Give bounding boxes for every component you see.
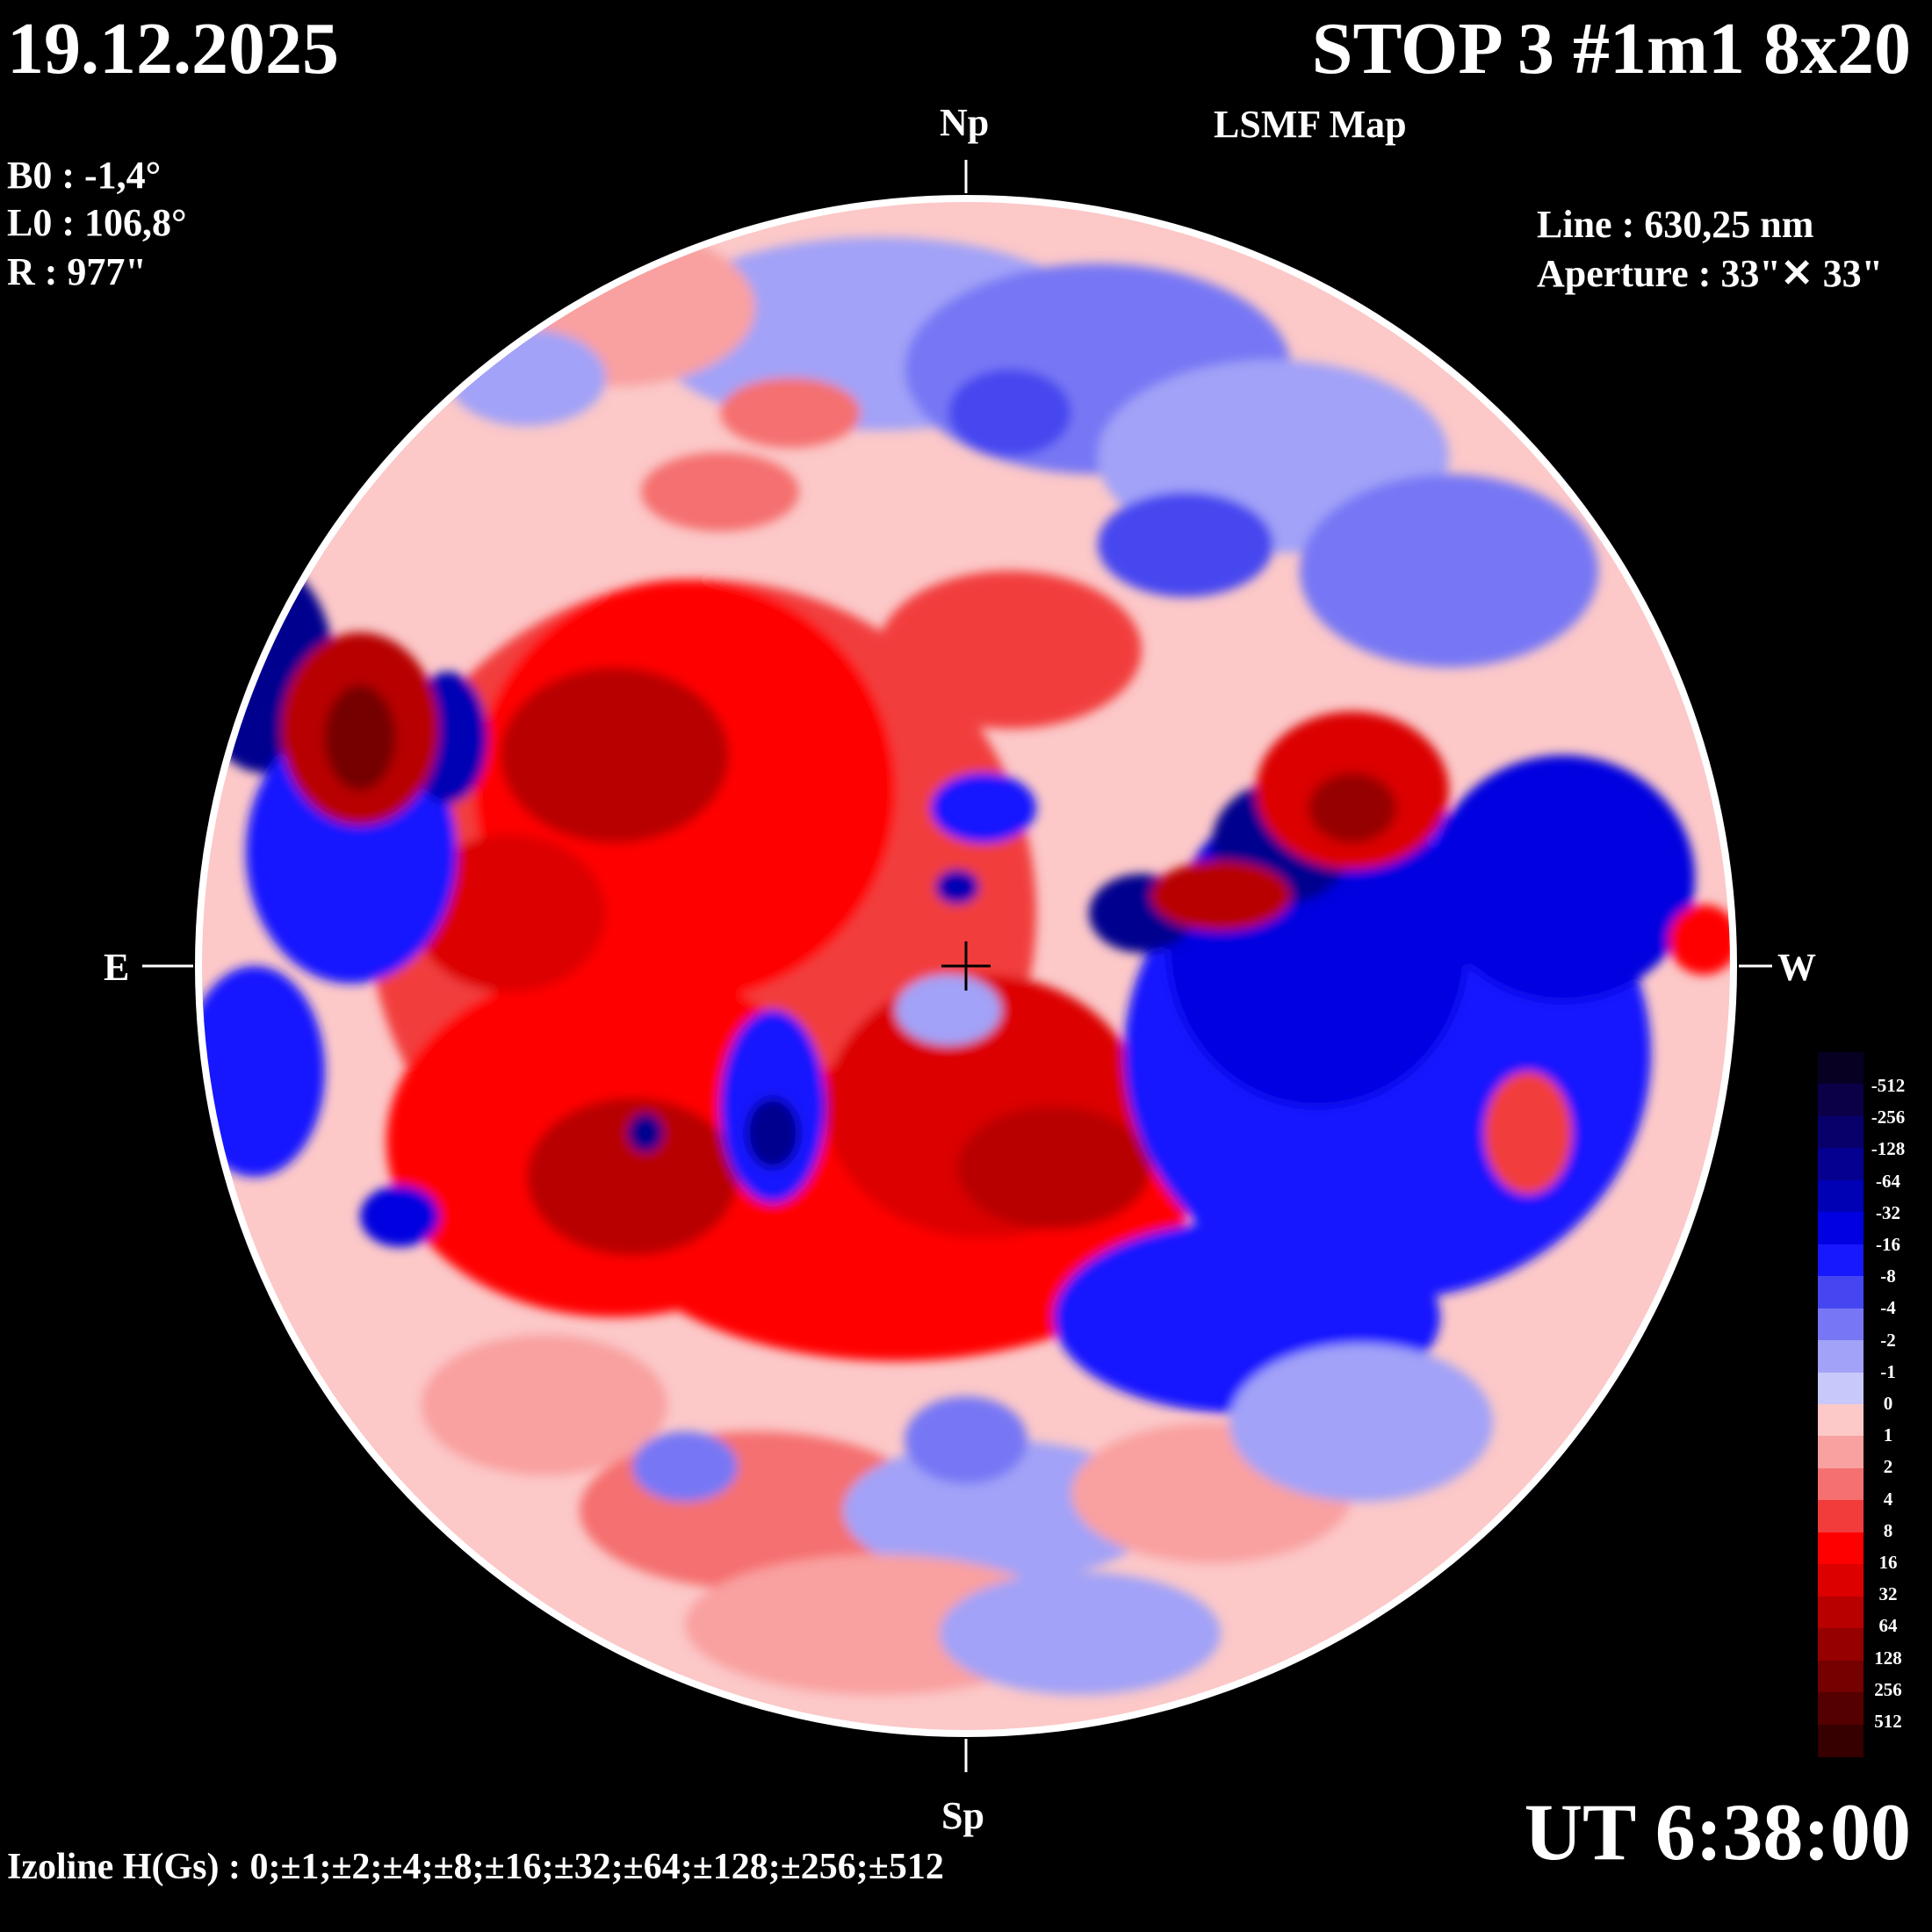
colorbar-tick-label: -8 [1880, 1265, 1896, 1287]
colorbar-swatch [1818, 1084, 1864, 1117]
axis-ticks [142, 160, 1772, 1772]
solar-disk [202, 202, 1730, 1730]
colorbar-swatch [1818, 1660, 1864, 1693]
colorbar-swatch [1818, 1564, 1864, 1597]
aperture-readout: Aperture : 33"✕ 33" [1537, 252, 1884, 295]
colorbar-swatch [1818, 1596, 1864, 1629]
colorbar-swatch [1818, 1500, 1864, 1533]
colorbar-swatch [1818, 1532, 1864, 1565]
colorbar-tick-label: -2 [1880, 1329, 1896, 1351]
east-label: E [104, 946, 130, 989]
disk-center-crosshair [941, 941, 991, 991]
colorbar-swatch [1818, 1467, 1864, 1501]
l0-readout: L0 : 106,8° [7, 201, 187, 244]
colorbar-swatch [1818, 1179, 1864, 1213]
colorbar-tick-label: 1 [1883, 1424, 1893, 1446]
west-label: W [1777, 946, 1816, 989]
colorbar-swatch [1818, 1052, 1864, 1085]
b0-readout: B0 : -1,4° [7, 154, 162, 197]
colorbar-tick-label: 2 [1883, 1456, 1893, 1478]
colorbar-swatch [1818, 1692, 1864, 1726]
colorbar-tick-label: 512 [1874, 1711, 1902, 1732]
colorbar-swatch [1818, 1404, 1864, 1438]
spectral-line-readout: Line : 630,25 nm [1537, 203, 1814, 246]
colorbar-tick-label: -32 [1876, 1201, 1900, 1223]
map-subtitle: LSMF Map [1214, 103, 1407, 146]
colorbar-tick-label: -512 [1871, 1075, 1906, 1096]
colorbar-swatch [1818, 1436, 1864, 1469]
colorbar-tick-label: 64 [1878, 1615, 1898, 1637]
colorbar-swatch [1818, 1308, 1864, 1341]
colorbar-tick-label: -1 [1880, 1360, 1896, 1382]
colorbar-swatch [1818, 1340, 1864, 1373]
colorbar-legend [1818, 1052, 1864, 1757]
colorbar-tick-label: 128 [1874, 1647, 1902, 1669]
colorbar-tick-label: -128 [1871, 1138, 1906, 1160]
colorbar-tick-label: -16 [1876, 1234, 1900, 1255]
colorbar-tick-label: 256 [1874, 1678, 1902, 1700]
south-pole-label: Sp [941, 1794, 984, 1837]
colorbar-tick-label: 16 [1878, 1552, 1898, 1573]
colorbar-tick-label: -256 [1871, 1107, 1906, 1128]
radius-readout: R : 977" [7, 250, 147, 293]
colorbar-swatch [1818, 1212, 1864, 1245]
north-pole-label: Np [940, 101, 990, 144]
colorbar-swatch [1818, 1628, 1864, 1662]
observation-date: 19.12.2025 [7, 8, 339, 90]
colorbar-tick-label: 32 [1878, 1583, 1898, 1605]
colorbar-swatch [1818, 1148, 1864, 1181]
colorbar-swatch [1818, 1372, 1864, 1405]
colorbar-swatch [1818, 1244, 1864, 1277]
colorbar-swatch [1818, 1724, 1864, 1757]
colorbar-tick-label: -64 [1876, 1170, 1900, 1192]
colorbar-tick-label: 8 [1883, 1519, 1893, 1541]
colorbar-tick-label: -4 [1880, 1297, 1896, 1319]
observation-time: UT 6:38:00 [1524, 1787, 1911, 1877]
colorbar-swatch [1818, 1115, 1864, 1149]
isoline-levels: Izoline H(Gs) : 0;±1;±2;±4;±8;±16;±32;±6… [7, 1847, 944, 1887]
colorbar-tick-label: 4 [1883, 1488, 1893, 1510]
page-title: STOP 3 #1m1 8x20 [1311, 8, 1911, 90]
colorbar-tick-label: 0 [1883, 1393, 1893, 1414]
colorbar-swatch [1818, 1276, 1864, 1309]
